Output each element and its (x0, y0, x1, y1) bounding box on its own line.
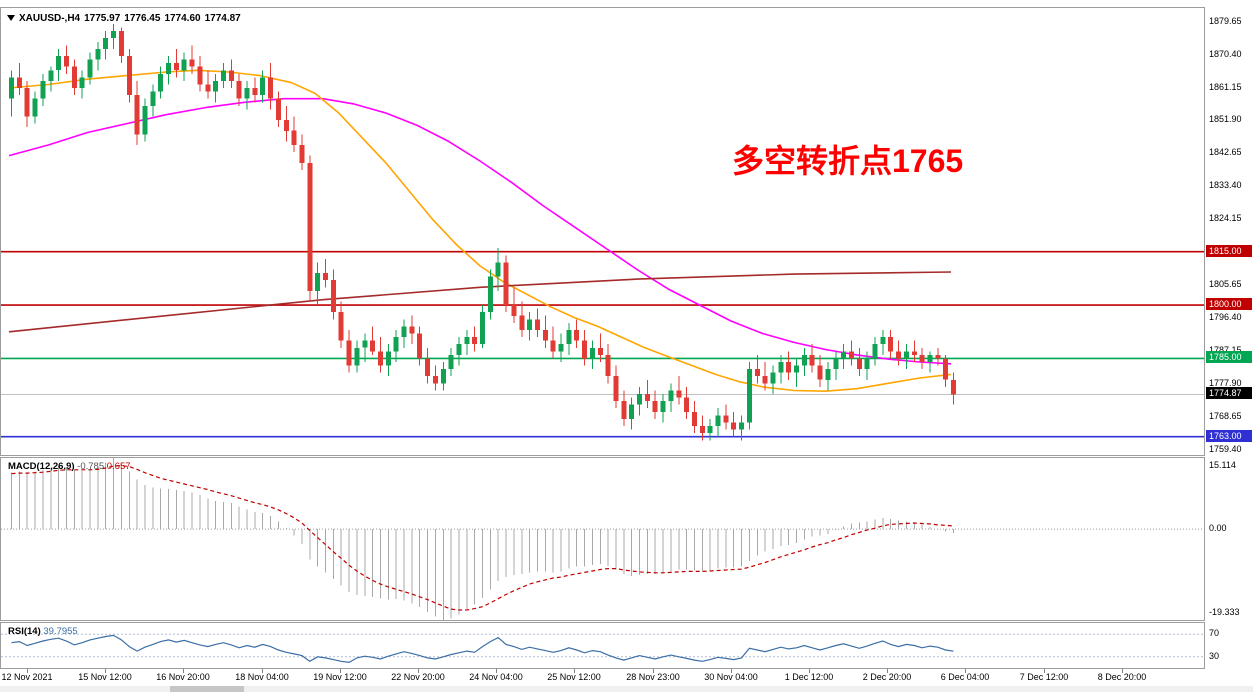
time-axis-label: 30 Nov 04:00 (704, 672, 758, 682)
rsi-chart-svg[interactable] (1, 623, 1204, 668)
macd-signal-value: 0.657 (106, 461, 131, 472)
close-value: 1774.87 (204, 13, 241, 24)
time-axis-tick (262, 669, 263, 673)
price-axis-label: 1824.15 (1209, 213, 1242, 223)
time-axis-tick (965, 669, 966, 673)
time-axis-label: 24 Nov 04:00 (469, 672, 523, 682)
time-axis-label: 18 Nov 04:00 (235, 672, 289, 682)
scrollbar-thumb[interactable] (170, 686, 244, 692)
time-axis-tick (496, 669, 497, 673)
time-axis-tick (887, 669, 888, 673)
time-axis-tick (1122, 669, 1123, 673)
macd-name: MACD(12,26,9) (8, 461, 75, 472)
time-axis-label: 6 Dec 04:00 (940, 672, 990, 682)
time-axis-label: 25 Nov 12:00 (547, 672, 601, 682)
price-axis-label: 1805.65 (1209, 279, 1242, 289)
time-axis-label: 15 Nov 12:00 (78, 672, 132, 682)
time-axis-tick (105, 669, 106, 673)
time-axis-tick (731, 669, 732, 673)
time-axis-tick (653, 669, 654, 673)
hline-price-tag: 1763.00 (1206, 430, 1252, 442)
time-axis-tick (183, 669, 184, 673)
price-axis-label: 1768.65 (1209, 411, 1242, 421)
macd-chart-svg[interactable] (1, 458, 1204, 620)
hline-price-tag: 1800.00 (1206, 298, 1252, 310)
time-axis-tick (809, 669, 810, 673)
price-axis-label: 1851.90 (1209, 114, 1242, 124)
time-axis-label: 2 Dec 20:00 (862, 672, 912, 682)
macd-axis-label: 0.00 (1209, 523, 1227, 533)
current-price-tag: 1774.87 (1206, 387, 1252, 399)
high-value: 1776.45 (124, 13, 161, 24)
trend-annotation-text[interactable]: 多空转折点1765 (732, 143, 964, 179)
time-axis-label: 19 Nov 12:00 (313, 672, 367, 682)
price-axis-label: 1759.40 (1209, 444, 1242, 454)
price-axis-label: 1870.40 (1209, 49, 1242, 59)
price-axis-label: 1842.65 (1209, 147, 1242, 157)
macd-pane-label: MACD(12,26,9) -0.785 0.657 (8, 461, 131, 472)
price-chart-svg[interactable] (1, 8, 1204, 455)
price-axis-label: 1833.40 (1209, 180, 1242, 190)
macd-axis-label: -19.333 (1209, 607, 1240, 617)
rsi-panel[interactable] (0, 622, 1205, 669)
time-axis-label: 12 Nov 2021 (1, 672, 53, 682)
hline-price-tag: 1785.00 (1206, 351, 1252, 363)
low-value: 1774.60 (164, 13, 201, 24)
time-axis-label: 28 Nov 23:00 (626, 672, 680, 682)
time-axis-tick (340, 669, 341, 673)
time-axis-tick (1044, 669, 1045, 673)
time-axis-label: 22 Nov 20:00 (391, 672, 445, 682)
open-value: 1775.97 (84, 13, 121, 24)
time-axis-label: 7 Dec 12:00 (1019, 672, 1069, 682)
rsi-axis-label: 30 (1209, 651, 1220, 661)
time-axis-label: 16 Nov 20:00 (156, 672, 210, 682)
time-axis-tick (574, 669, 575, 673)
rsi-name: RSI(14) (8, 626, 41, 637)
time-axis[interactable]: 12 Nov 2021 15 Nov 12:00 16 Nov 20:00 18 No… (0, 669, 1205, 686)
rsi-pane-label: RSI(14) 39.7955 (8, 626, 78, 637)
price-axis-label: 1787.15 (1209, 345, 1242, 355)
time-axis-label: 8 Dec 20:00 (1097, 672, 1147, 682)
macd-axis-label: 15.114 (1209, 460, 1236, 470)
price-chart-panel[interactable] (0, 7, 1205, 456)
rsi-axis-label: 70 (1209, 628, 1220, 638)
macd-panel[interactable] (0, 457, 1205, 621)
time-axis-tick (27, 669, 28, 673)
time-axis-tick (418, 669, 419, 673)
price-axis-label: 1861.15 (1209, 82, 1242, 92)
macd-main-value: -0.785 (77, 461, 105, 472)
horizontal-scrollbar[interactable] (0, 686, 1253, 692)
hline-price-tag: 1815.00 (1206, 245, 1252, 257)
price-axis-label: 1777.90 (1209, 378, 1242, 388)
symbol-dropdown-icon (7, 15, 15, 21)
ohlc-header: XAUUSD-,H4 1775.97 1776.45 1774.60 1774.87 (7, 13, 245, 24)
price-axis-label: 1879.65 (1209, 16, 1242, 26)
price-axis-label: 1796.40 (1209, 312, 1242, 322)
time-axis-label: 1 Dec 12:00 (784, 672, 834, 682)
price-axis[interactable]: 1879.65 1870.40 1861.15 1851.90 1842.65 1833.… (1205, 0, 1253, 692)
symbol-timeframe-label: XAUUSD-,H4 (19, 13, 81, 24)
rsi-value: 39.7955 (43, 626, 78, 637)
